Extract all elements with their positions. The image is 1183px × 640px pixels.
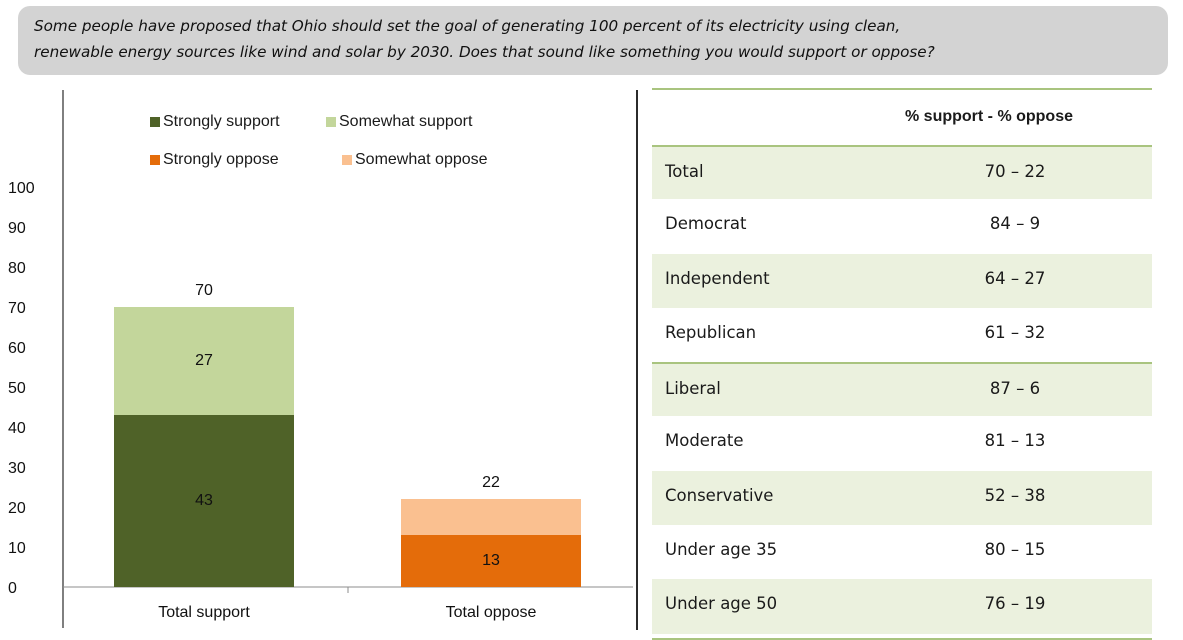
table-body: Total 70 – 22 Democrat 84 – 9 Independent 64 … (652, 145, 1152, 634)
bar-segment (114, 307, 294, 415)
y-tick-label: 10 (8, 540, 26, 557)
segment-data-label: 13 (482, 552, 500, 569)
y-tick-label: 20 (8, 500, 26, 517)
table-row: Democrat 84 – 9 (652, 199, 1152, 253)
table-row: Liberal 87 – 6 (652, 362, 1152, 417)
row-label: Conservative (665, 485, 774, 505)
y-tick-label: 80 (8, 260, 26, 277)
table-header-label: % support - % oppose (905, 108, 1073, 125)
stacked-bar-chart: 0 10 20 30 40 50 60 70 80 90 100 43 27 70 Total suppor… (8, 90, 633, 628)
row-label: Under age 35 (665, 540, 778, 560)
y-tick-label: 100 (8, 180, 35, 197)
y-tick-label: 0 (8, 580, 17, 597)
bar-segment (114, 415, 294, 587)
legend-swatch-somewhat-support (326, 117, 336, 127)
x-category-label: Total support (158, 604, 250, 621)
table-header: % support - % oppose (652, 88, 1152, 145)
legend-swatch-somewhat-oppose (342, 155, 352, 165)
row-value: 70 – 22 (984, 162, 1046, 181)
question-line-2: renewable energy sources like wind and s… (34, 43, 935, 61)
row-label: Under age 50 (665, 594, 778, 614)
table-row: Conservative 52 – 38 (652, 470, 1152, 526)
legend-label-strongly-support: Strongly support (163, 113, 280, 130)
row-label: Independent (665, 268, 770, 288)
segment-data-label: 27 (195, 352, 213, 369)
table-row: Republican 61 – 32 (652, 308, 1152, 362)
y-tick-label: 40 (8, 420, 26, 437)
row-label: Republican (665, 322, 757, 342)
bar-segment (401, 499, 581, 535)
row-value: 81 – 13 (984, 431, 1046, 451)
row-value: 87 – 6 (989, 379, 1041, 399)
row-label: Liberal (665, 379, 721, 399)
legend-label-strongly-oppose: Strongly oppose (163, 151, 279, 168)
row-label: Moderate (665, 431, 744, 451)
y-tick-label: 50 (8, 380, 26, 397)
row-label: Democrat (665, 214, 747, 234)
legend-item-strongly-oppose: Strongly oppose (150, 151, 279, 169)
question-banner: Some people have proposed that Ohio shou… (18, 6, 1168, 75)
row-value: 84 – 9 (989, 214, 1041, 234)
y-tick-label: 60 (8, 340, 26, 357)
bar-total-label: 22 (482, 474, 500, 491)
legend-swatch-strongly-support (150, 117, 160, 127)
y-tick-label: 70 (8, 300, 26, 317)
row-value: 80 – 15 (984, 540, 1046, 560)
row-value: 76 – 19 (984, 594, 1046, 614)
bar-total-label: 70 (195, 282, 213, 299)
table-row: Independent 64 – 27 (652, 253, 1152, 308)
y-tick-label: 30 (8, 460, 26, 477)
y-tick-label: 90 (8, 220, 26, 237)
legend-label-somewhat-support: Somewhat support (339, 113, 473, 130)
bar-segment (401, 535, 581, 587)
segment-data-label: 43 (195, 492, 213, 509)
legend-label-somewhat-oppose: Somewhat oppose (355, 151, 488, 168)
chart-legend: Strongly support Somewhat support Strong… (150, 110, 570, 170)
table-row: Total 70 – 22 (652, 145, 1152, 200)
table-bottom-rule (652, 634, 1152, 640)
table-row: Moderate 81 – 13 (652, 416, 1152, 470)
panel-divider (636, 90, 638, 630)
row-value: 61 – 32 (984, 322, 1046, 342)
table-row: Under age 50 76 – 19 (652, 579, 1152, 634)
row-label: Total (665, 162, 704, 181)
legend-swatch-strongly-oppose (150, 155, 160, 165)
support-oppose-table: % support - % oppose Total 70 – 22 Democra… (652, 88, 1152, 640)
table-row: Under age 35 80 – 15 (652, 525, 1152, 579)
question-line-1: Some people have proposed that Ohio shou… (34, 17, 901, 35)
legend-item-somewhat-oppose: Somewhat oppose (342, 151, 488, 169)
row-value: 64 – 27 (984, 268, 1046, 288)
legend-item-somewhat-support: Somewhat support (326, 113, 472, 131)
legend-item-strongly-support: Strongly support (150, 113, 280, 131)
x-category-label: Total oppose (446, 604, 537, 621)
row-value: 52 – 38 (984, 485, 1046, 505)
